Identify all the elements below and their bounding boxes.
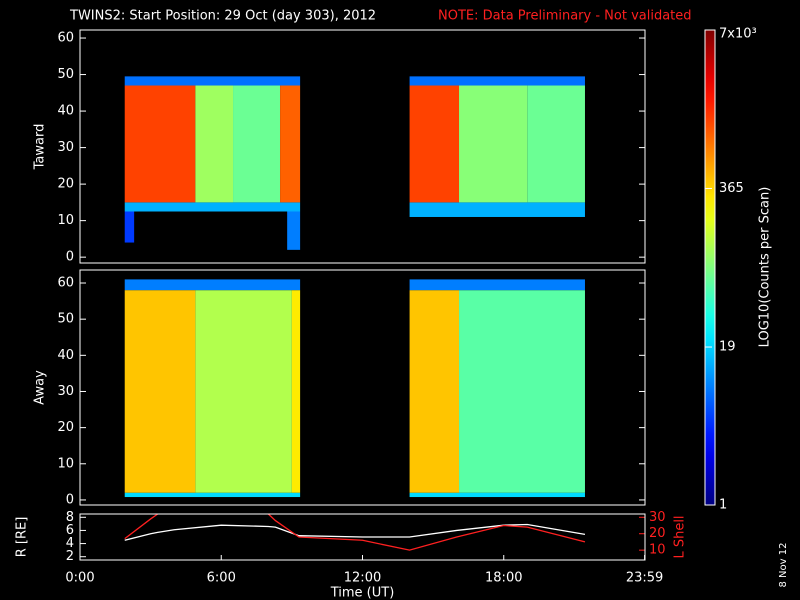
- colorbar-tick-label: 365: [719, 181, 744, 196]
- spectrogram-cell: [409, 279, 585, 291]
- x-tick-label: 12:00: [344, 571, 381, 586]
- y-tick-label: 30: [57, 384, 74, 399]
- orbit-line: [124, 523, 586, 541]
- spectrogram-cell: [124, 202, 301, 212]
- spectrogram-cell: [409, 85, 460, 203]
- plot-frame: [79, 269, 646, 506]
- spectrogram-cell: [287, 211, 301, 250]
- spectrogram-cell: [233, 85, 281, 203]
- spectrogram-cell: [124, 76, 301, 86]
- y-tick-label: 6: [66, 523, 74, 538]
- note: NOTE: Data Preliminary - Not validated: [438, 9, 692, 24]
- y-tick-label: 8: [66, 510, 74, 525]
- y-tick-label: 60: [57, 276, 74, 291]
- y-tick-label: 40: [57, 348, 74, 363]
- spectrogram-cell: [291, 290, 301, 493]
- y-tick-label: 60: [57, 31, 74, 46]
- spectrogram-cell: [527, 85, 585, 203]
- plot-frame: [79, 513, 646, 561]
- spectrogram-cell: [124, 290, 196, 493]
- y2-tick-label: 20: [649, 526, 666, 541]
- spectrogram-cell: [409, 202, 585, 217]
- y-tick-label: 50: [57, 312, 74, 327]
- colorbar-tick-label: 19: [719, 340, 736, 355]
- y-tick-label: 50: [57, 67, 74, 82]
- y2-tick-label: 30: [649, 510, 666, 525]
- y-axis-label: R [RE]: [15, 517, 30, 558]
- y2-axis-label: L Shell: [673, 515, 688, 558]
- spectrogram-cell: [280, 85, 301, 203]
- spectrogram-cell: [195, 290, 292, 493]
- y-tick-label: 20: [57, 420, 74, 435]
- spectrogram-cell: [124, 279, 301, 291]
- spectrogram-cell: [459, 85, 528, 203]
- y2-tick-label: 10: [649, 543, 666, 558]
- colorbar-tick-label: 7x10³: [719, 27, 757, 42]
- spectrogram-cell: [195, 85, 234, 203]
- spectrogram-cell: [409, 290, 460, 493]
- colorbar: [704, 29, 716, 506]
- x-axis-label: Time (UT): [330, 586, 395, 600]
- y-axis-label: Taward: [33, 124, 48, 171]
- colorbar-tick-label: 1: [719, 498, 727, 513]
- y-tick-label: 30: [57, 140, 74, 155]
- chart-title: TWINS2: Start Position: 29 Oct (day 303)…: [69, 9, 376, 24]
- y-tick-label: 0: [66, 250, 74, 265]
- spectrogram-cell: [409, 492, 585, 498]
- spectrogram-cell: [409, 76, 585, 86]
- y-tick-label: 10: [57, 456, 74, 471]
- y-tick-label: 40: [57, 104, 74, 119]
- plot-frame: [79, 29, 646, 264]
- date: 8 Nov 12: [778, 543, 789, 588]
- x-tick-label: 18:00: [485, 571, 522, 586]
- x-tick-label: 6:00: [207, 571, 236, 586]
- y-tick-label: 10: [57, 213, 74, 228]
- spectrogram-cell: [124, 492, 301, 498]
- spectrogram-cell: [124, 85, 196, 203]
- y-tick-label: 20: [57, 177, 74, 192]
- y-tick-label: 4: [66, 536, 74, 551]
- x-tick-label: 0:00: [65, 571, 94, 586]
- y-tick-label: 2: [66, 549, 74, 564]
- spectrogram-cell: [459, 290, 585, 493]
- y-axis-label: Away: [33, 370, 48, 405]
- x-tick-label: 23:59: [626, 571, 663, 586]
- colorbar-label: LOG10(Counts per Scan): [758, 187, 773, 348]
- orbit-line: [124, 513, 586, 551]
- spectrogram-cell: [124, 211, 135, 243]
- y-tick-label: 0: [66, 492, 74, 507]
